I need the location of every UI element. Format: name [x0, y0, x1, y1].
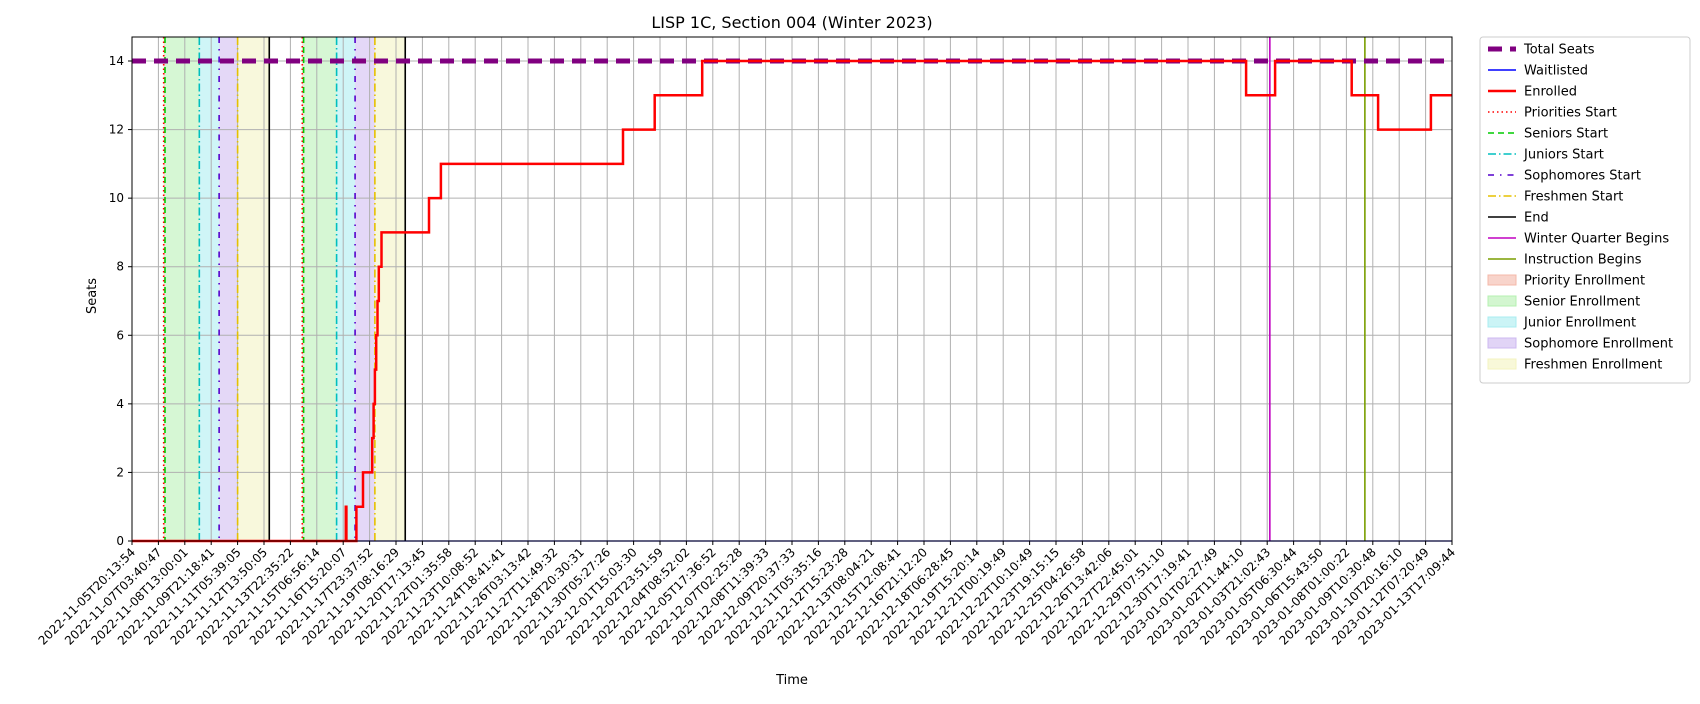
legend-label: Waitlisted [1524, 64, 1588, 79]
legend-swatch [1487, 337, 1517, 349]
legend-label: Enrolled [1524, 85, 1577, 100]
legend-label: Freshmen Start [1524, 190, 1623, 205]
y-tick-label: 0 [116, 534, 124, 548]
legend-swatch [1487, 316, 1517, 328]
legend-label: Instruction Begins [1524, 253, 1642, 268]
span-senior-enrollment [165, 37, 200, 541]
legend-label: Priorities Start [1524, 106, 1617, 121]
legend-label: Junior Enrollment [1523, 316, 1636, 331]
y-tick-label: 10 [109, 191, 124, 205]
series-enrolled [132, 59, 1452, 543]
legend-label: Winter Quarter Begins [1524, 232, 1669, 247]
y-tick-label: 14 [109, 54, 124, 68]
legend-label: Priority Enrollment [1524, 274, 1645, 289]
chart-title: LISP 1C, Section 004 (Winter 2023) [651, 13, 932, 32]
span-sophomore-enrollment [219, 37, 238, 541]
legend-label: Seniors Start [1524, 127, 1608, 142]
y-tick-label: 12 [109, 123, 124, 137]
y-tick-label: 2 [116, 465, 124, 479]
legend-label: Senior Enrollment [1524, 295, 1640, 310]
legend: Total Seats Waitlisted Enrolled Priorities … [1479, 36, 1691, 384]
span-junior-enrollment [199, 37, 220, 541]
span-freshmen-enrollment [237, 37, 270, 541]
y-tick-label: 4 [116, 397, 124, 411]
y-axis-label: Seats [85, 278, 100, 314]
legend-box [1479, 36, 1691, 384]
legend-label: Total Seats [1523, 43, 1595, 58]
plot-area: 024681012142022-11-05T20:13:542022-11-07… [36, 36, 1458, 648]
legend-label: Freshmen Enrollment [1524, 358, 1662, 373]
span-junior-enrollment [336, 37, 356, 541]
x-axis-label: Time [775, 673, 808, 688]
legend-swatch [1487, 358, 1517, 370]
y-tick-label: 6 [116, 328, 124, 342]
span-senior-enrollment [303, 37, 337, 541]
legend-label: Juniors Start [1523, 148, 1604, 163]
y-tick-label: 8 [116, 260, 124, 274]
legend-swatch [1487, 295, 1517, 307]
legend-swatch [1487, 274, 1517, 286]
legend-label: Sophomore Enrollment [1524, 337, 1673, 352]
legend-label: End [1524, 211, 1549, 226]
legend-label: Sophomores Start [1524, 169, 1641, 184]
